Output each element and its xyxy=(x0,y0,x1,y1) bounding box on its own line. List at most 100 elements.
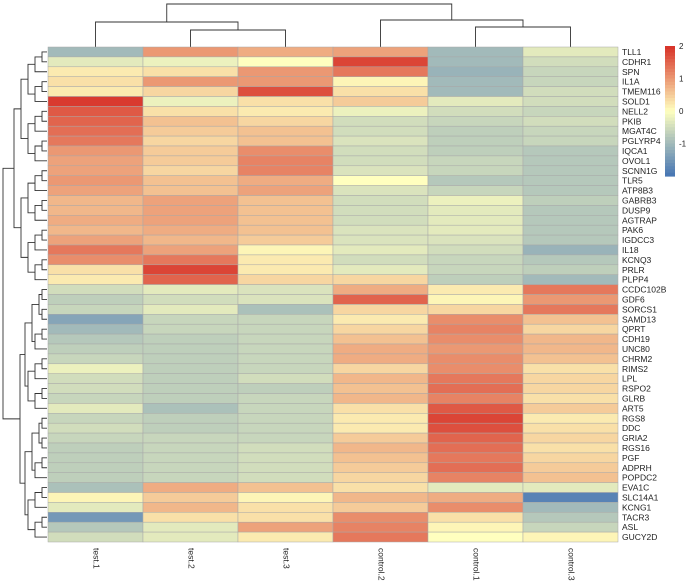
heatmap-cell xyxy=(332,413,429,424)
heatmap-cell xyxy=(47,125,144,137)
heatmap-cell xyxy=(427,413,524,424)
gene-label: IL18 xyxy=(622,245,639,255)
heatmap-cell xyxy=(237,531,334,543)
heatmap-cell xyxy=(142,314,239,325)
legend-swatch xyxy=(665,111,675,115)
heatmap-cell xyxy=(332,76,429,87)
heatmap-cell xyxy=(142,234,239,246)
heatmap-cell xyxy=(522,314,619,325)
heatmap-cell xyxy=(142,175,239,186)
heatmap-cell xyxy=(142,502,239,513)
heatmap-cell xyxy=(47,195,144,206)
gene-label: QPRT xyxy=(622,324,645,334)
heatmap-cell xyxy=(522,422,619,434)
heatmap-cell xyxy=(332,323,429,335)
gene-label: PGF xyxy=(622,453,639,463)
dendrogram-branch xyxy=(41,51,47,63)
heatmap-cell xyxy=(47,452,144,464)
heatmap-cell xyxy=(142,145,239,157)
heatmap-cell xyxy=(142,452,239,464)
gene-label: POPDC2 xyxy=(622,473,657,483)
heatmap-cell xyxy=(237,125,334,137)
heatmap-cell xyxy=(522,512,619,523)
heatmap-cell xyxy=(142,422,239,434)
heatmap-cell xyxy=(47,353,144,365)
legend-swatch xyxy=(665,114,675,119)
heatmap-cell xyxy=(142,96,239,107)
gene-label: SPN xyxy=(622,67,639,77)
heatmap-cell xyxy=(427,442,524,454)
heatmap-cell xyxy=(142,76,239,87)
legend-swatch xyxy=(665,88,675,93)
heatmap-cell xyxy=(332,106,429,117)
heatmap-cell xyxy=(522,224,619,236)
heatmap-cell xyxy=(427,472,524,483)
dendrogram-branch xyxy=(41,328,47,340)
heatmap-cell xyxy=(47,234,144,246)
heatmap-cell xyxy=(237,195,334,206)
legend-swatch xyxy=(665,133,675,138)
heatmap-cell xyxy=(142,462,239,473)
heatmap-cell xyxy=(427,353,524,365)
gene-label: TLL1 xyxy=(622,47,642,57)
gene-label: TMEM116 xyxy=(622,87,661,97)
gene-label: TACR3 xyxy=(622,512,650,522)
heatmap-cell xyxy=(142,106,239,117)
heatmap-cell xyxy=(332,145,429,157)
heatmap-cell xyxy=(142,333,239,345)
dendrogram-branch xyxy=(13,108,21,229)
dendrogram-branch xyxy=(34,363,47,380)
dendrogram-branch xyxy=(34,234,47,251)
heatmap-cell xyxy=(332,125,429,137)
heatmap-cell xyxy=(237,234,334,246)
gene-label: RGS8 xyxy=(622,413,645,423)
heatmap-cell xyxy=(332,452,429,464)
heatmap-cell xyxy=(522,492,619,503)
heatmap-cell xyxy=(237,333,334,345)
dendrogram-branch xyxy=(34,115,47,132)
heatmap-cell xyxy=(237,56,334,68)
column-dendrogram xyxy=(95,3,571,47)
heatmap-cell xyxy=(427,125,524,137)
dendrogram-branch xyxy=(41,487,47,498)
heatmap-cell xyxy=(522,442,619,454)
heatmap-cell xyxy=(237,482,334,493)
heatmap-cell xyxy=(427,96,524,107)
heatmap-cell xyxy=(142,373,239,384)
gene-label: PRLR xyxy=(622,265,645,275)
legend-swatch xyxy=(665,68,675,73)
gene-label: AGTRAP xyxy=(622,215,657,225)
dendrogram-branch xyxy=(20,197,28,258)
dendrogram-branch xyxy=(34,86,47,102)
heatmap-cell xyxy=(237,96,334,107)
heatmap-cell xyxy=(522,165,619,176)
heatmap-cell xyxy=(237,373,334,384)
gene-label: IL1A xyxy=(622,77,640,87)
dendrogram-branch xyxy=(380,19,524,47)
dendrogram-branch xyxy=(41,110,47,122)
column-label: control.2 xyxy=(376,548,386,581)
heatmap-cell xyxy=(142,531,239,543)
heatmap-cell xyxy=(427,403,524,414)
heatmap-cell xyxy=(332,205,429,216)
gene-label: DDC xyxy=(622,423,640,433)
heatmap-cell xyxy=(237,205,334,216)
heatmap-cell xyxy=(522,432,619,444)
dendrogram-branch xyxy=(27,63,35,95)
color-legend: 2 1 0 -1 xyxy=(665,42,687,177)
heatmap-cell xyxy=(142,116,239,127)
gene-label: MGAT4C xyxy=(622,126,657,136)
heatmap-cell xyxy=(237,393,334,404)
heatmap-cell xyxy=(47,373,144,384)
heatmap-cell xyxy=(427,106,524,117)
dendrogram-branch xyxy=(41,388,47,399)
heatmap-cell xyxy=(237,383,334,394)
gene-label: IQCA1 xyxy=(622,146,648,156)
heatmap-cell xyxy=(332,215,429,226)
heatmap-cell xyxy=(332,284,429,295)
heatmap-cell xyxy=(427,393,524,404)
heatmap-cell xyxy=(522,294,619,305)
heatmap-cell xyxy=(237,442,334,454)
heatmap-cell xyxy=(522,531,619,543)
gene-label: IGDCC3 xyxy=(622,235,654,245)
